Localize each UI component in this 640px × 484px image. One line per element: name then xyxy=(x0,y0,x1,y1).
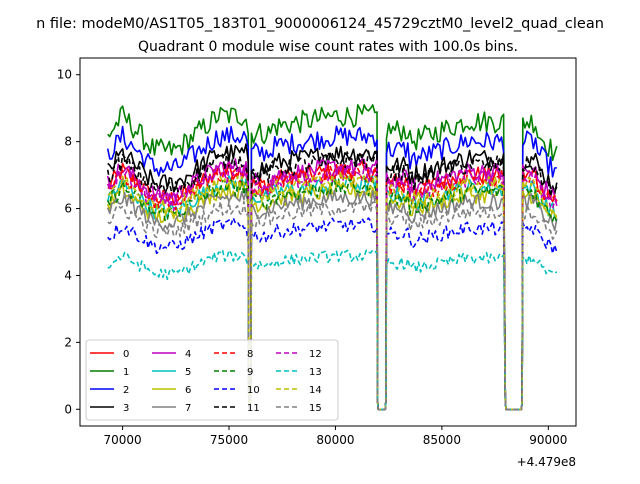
legend-box xyxy=(85,339,339,421)
y-tick-label: 4 xyxy=(64,268,72,282)
series-line-14 xyxy=(107,171,558,411)
legend-label-6: 6 xyxy=(185,385,191,396)
series-layer xyxy=(106,104,558,411)
legend-label-1: 1 xyxy=(123,367,129,378)
series-line-1 xyxy=(107,104,558,411)
y-tick-label: 8 xyxy=(64,135,72,149)
series-line-3 xyxy=(107,143,558,411)
y-tick-label: 0 xyxy=(64,402,72,416)
legend-label-7: 7 xyxy=(185,403,191,414)
series-line-2 xyxy=(106,125,557,411)
legend-label-4: 4 xyxy=(185,349,191,360)
x-offset-label: +4.479e8 xyxy=(517,455,576,469)
x-tick-label: 70000 xyxy=(103,433,141,447)
y-tick-label: 10 xyxy=(57,68,72,82)
legend-label-11: 11 xyxy=(247,403,260,414)
chart-title: Quadrant 0 module wise count rates with … xyxy=(138,39,518,55)
series-line-10 xyxy=(107,217,558,411)
plot-frame xyxy=(79,57,577,427)
x-tick-label: 75000 xyxy=(210,433,248,447)
figure-supertitle: n file: modeM0/AS1T05_183T01_9000006124_… xyxy=(36,16,604,32)
legend-label-14: 14 xyxy=(309,385,322,396)
y-tick-label: 2 xyxy=(64,335,72,349)
series-line-15 xyxy=(107,200,558,411)
series-line-13 xyxy=(107,249,558,411)
legend-label-0: 0 xyxy=(123,349,129,360)
legend-label-10: 10 xyxy=(247,385,260,396)
x-tick-label: 90000 xyxy=(529,433,567,447)
series-line-6 xyxy=(106,181,558,411)
legend-label-2: 2 xyxy=(123,385,129,396)
series-line-7 xyxy=(106,189,558,411)
series-line-4 xyxy=(106,157,558,411)
legend-label-8: 8 xyxy=(247,349,253,360)
legend-label-13: 13 xyxy=(309,367,322,378)
x-tick-label: 80000 xyxy=(316,433,354,447)
legend-label-12: 12 xyxy=(309,349,322,360)
series-line-11 xyxy=(106,150,558,411)
y-tick-label: 6 xyxy=(64,202,72,216)
legend-label-9: 9 xyxy=(247,367,253,378)
legend-label-5: 5 xyxy=(185,367,191,378)
legend-label-3: 3 xyxy=(123,403,129,414)
series-line-0 xyxy=(106,160,558,411)
x-tick-label: 85000 xyxy=(423,433,461,447)
series-line-9 xyxy=(106,178,558,411)
series-line-8 xyxy=(107,164,558,411)
legend-label-15: 15 xyxy=(309,403,322,414)
